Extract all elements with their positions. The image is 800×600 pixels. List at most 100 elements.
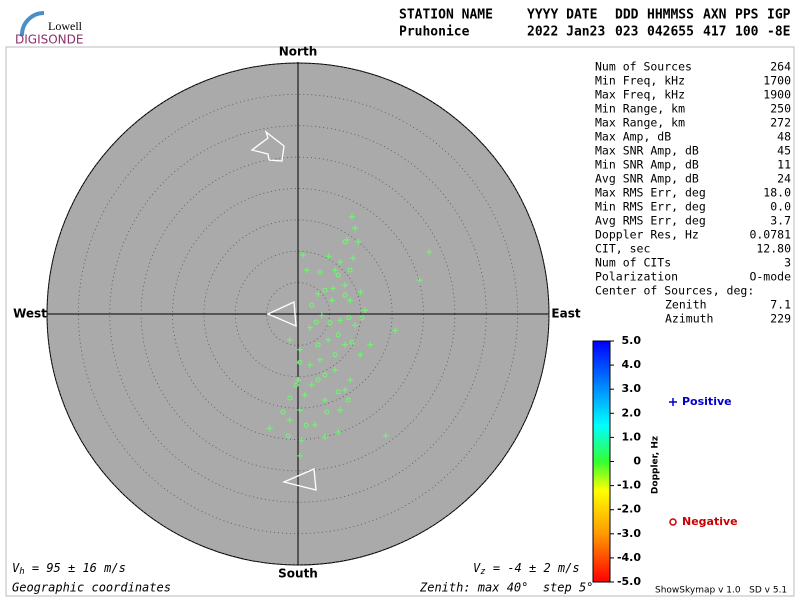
point-positive [306, 361, 313, 368]
point-negative [285, 433, 291, 439]
header-name: PPS [735, 8, 759, 23]
point-negative [324, 409, 330, 415]
stat-label: Min Range, km [595, 102, 685, 116]
point-negative [332, 352, 338, 358]
stat-label: CIT, sec [595, 242, 650, 256]
point-positive [362, 307, 369, 314]
point-positive [301, 391, 308, 398]
point-positive [357, 351, 364, 358]
point-negative [346, 315, 352, 321]
stat-label: Max Amp, dB [595, 130, 671, 144]
stat-value: 48 [777, 130, 791, 144]
point-positive [382, 432, 389, 439]
point-positive [316, 356, 323, 363]
stat-label: Min RMS Err, deg [595, 200, 706, 214]
point-positive [306, 324, 313, 331]
point-positive [337, 407, 344, 414]
point-negative [297, 359, 303, 365]
header-value: Pruhonice [399, 25, 470, 40]
point-negative [335, 389, 341, 395]
point-positive [335, 428, 342, 435]
stat-value: 11 [777, 158, 791, 172]
stat-label: Center of Sources, deg: [595, 284, 754, 298]
center-label: Azimuth [665, 312, 713, 326]
stat-value: 3 [784, 256, 791, 270]
stat-value: 3.7 [770, 214, 791, 228]
point-positive [316, 268, 323, 275]
point-negative [303, 422, 309, 428]
stat-label: Max Freq, kHz [595, 88, 685, 102]
colorbar-tick-label: 1.0 [622, 430, 642, 443]
legend-label: Negative [682, 515, 738, 528]
stat-value: 264 [770, 60, 791, 74]
stat-label: Num of CITs [595, 256, 671, 270]
v-text: = -4 ± 2 m/s [486, 561, 580, 575]
header-name: IGP [767, 8, 791, 23]
stat-value: 1900 [763, 88, 791, 102]
point-negative [359, 315, 365, 321]
point-positive [342, 282, 349, 289]
point-positive [352, 322, 359, 329]
stat-value: 1700 [763, 74, 791, 88]
point-positive [347, 376, 354, 383]
center-value: 7.1 [770, 298, 791, 312]
point-negative [287, 395, 293, 401]
stat-label: Max Range, km [595, 116, 685, 130]
arrow [250, 130, 285, 162]
point-positive [347, 297, 354, 304]
v-sub: h [19, 567, 24, 577]
point-positive [286, 336, 293, 343]
point-positive [303, 267, 310, 274]
v-symbol: V [12, 561, 20, 575]
point-negative [322, 372, 328, 378]
point-positive [332, 366, 339, 373]
stat-label: Doppler Res, Hz [595, 228, 699, 242]
header-name: AXN [703, 8, 727, 23]
stat-label: Min SNR Amp, dB [595, 158, 699, 172]
point-negative [315, 342, 321, 348]
point-positive [416, 277, 423, 284]
vh: Vh = 95 ± 16 m/s [12, 561, 126, 577]
zenith-note: Zenith: max 40° step 5° [419, 581, 593, 595]
header-name: DDD [615, 8, 639, 23]
point-negative [345, 397, 351, 403]
v-symbol: V [473, 561, 481, 575]
colorbar-tick-label: -3.0 [617, 527, 641, 540]
version: ShowSkymap v 1.0 SD v 5.1 [655, 586, 787, 596]
point-positive [350, 255, 357, 262]
legend-label: Positive [682, 395, 732, 408]
legend-marker [669, 518, 677, 526]
point-positive [318, 312, 325, 319]
stat-label: Polarization [595, 270, 678, 284]
point-negative [313, 319, 319, 325]
point-positive [296, 452, 303, 459]
direction: South [278, 567, 318, 581]
point-positive [315, 290, 322, 297]
colorbar-tick-label: -1.0 [617, 479, 641, 492]
point-positive [296, 346, 303, 353]
header-name: YYYY DATE [527, 8, 597, 23]
point-positive [342, 341, 349, 348]
v-sub: z [480, 567, 485, 577]
stat-value: O-mode [749, 270, 791, 284]
direction: West [13, 307, 47, 321]
colorbar-tick-label: 0 [633, 455, 641, 468]
point-positive [330, 285, 337, 292]
header-value: 023 [615, 25, 638, 40]
stat-value: 24 [777, 172, 791, 186]
point-negative [315, 377, 321, 383]
stat-value: 0.0781 [749, 228, 791, 242]
header-value: 100 [735, 25, 759, 40]
header-name: STATION NAME [399, 8, 493, 23]
stat-value: 250 [770, 102, 791, 116]
point-positive [337, 258, 344, 265]
point-positive [337, 317, 344, 324]
point-negative [349, 339, 355, 345]
point-positive [352, 225, 359, 232]
point-positive [296, 407, 303, 414]
point-positive [325, 253, 332, 260]
point-positive [295, 376, 301, 383]
point-positive [348, 213, 355, 220]
point-positive [392, 327, 399, 334]
colorbar-tick-label: 4.0 [622, 358, 642, 371]
